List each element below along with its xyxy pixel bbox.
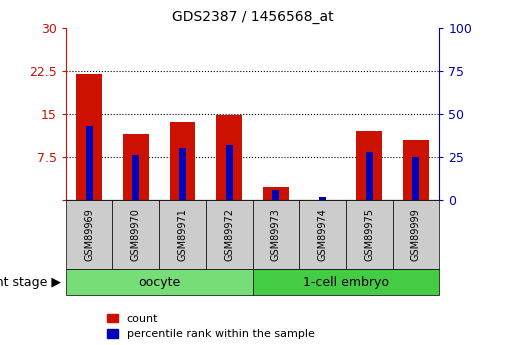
Bar	[366, 152, 373, 200]
Text: GSM89969: GSM89969	[84, 208, 94, 261]
Bar	[123, 134, 148, 200]
Text: GSM89972: GSM89972	[224, 208, 234, 261]
Text: GSM89975: GSM89975	[364, 208, 374, 261]
Bar	[170, 122, 195, 200]
Text: GSM89974: GSM89974	[318, 208, 328, 261]
Text: GSM89971: GSM89971	[177, 208, 187, 261]
Text: development stage ▶: development stage ▶	[0, 276, 61, 288]
Bar	[319, 197, 326, 200]
Bar	[132, 155, 139, 200]
Title: GDS2387 / 1456568_at: GDS2387 / 1456568_at	[172, 10, 333, 24]
Bar	[216, 115, 242, 200]
Bar	[403, 140, 429, 200]
Bar	[179, 148, 186, 200]
Bar	[272, 190, 279, 200]
Text: GSM89970: GSM89970	[131, 208, 141, 261]
Legend: count, percentile rank within the sample: count, percentile rank within the sample	[107, 314, 315, 339]
Bar	[357, 131, 382, 200]
Bar	[85, 126, 92, 200]
Text: 1-cell embryo: 1-cell embryo	[303, 276, 389, 288]
Bar	[226, 145, 233, 200]
Text: GSM89999: GSM89999	[411, 208, 421, 261]
Text: GSM89973: GSM89973	[271, 208, 281, 261]
Text: oocyte: oocyte	[138, 276, 180, 288]
Bar	[263, 187, 289, 200]
Bar	[76, 73, 102, 200]
Bar	[413, 157, 420, 200]
